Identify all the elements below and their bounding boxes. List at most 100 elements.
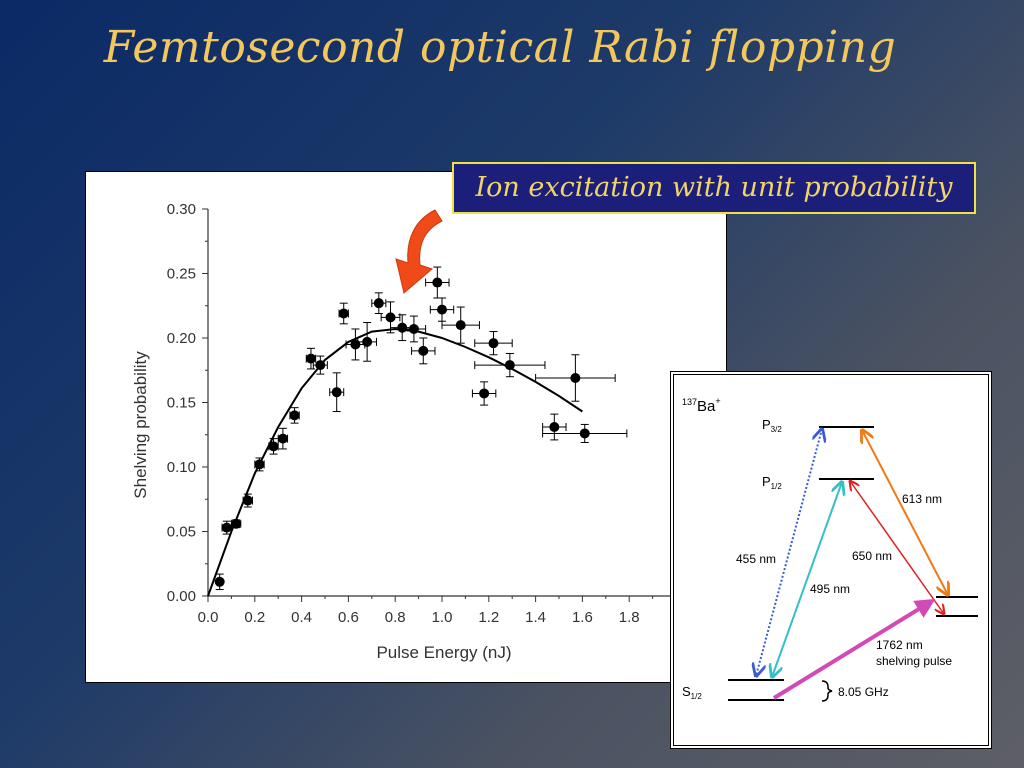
data-point — [429, 297, 455, 322]
data-marker — [488, 338, 499, 349]
data-marker — [362, 336, 373, 347]
callout-box: Ion excitation with unit probability — [452, 162, 976, 214]
shelving-probability-chart: 0.00.20.40.60.81.01.21.41.61.820.000.050… — [131, 201, 726, 662]
label-s12: S1/2 — [682, 684, 702, 701]
data-marker — [254, 459, 265, 470]
transition-1762nm — [772, 598, 936, 700]
data-point — [474, 331, 513, 356]
data-points — [214, 266, 628, 591]
data-point — [268, 438, 279, 455]
data-point — [305, 347, 317, 370]
label-p12: P1/2 — [762, 474, 782, 491]
chart-ticks: 0.00.20.40.60.81.01.21.41.61.820.000.050… — [167, 201, 680, 626]
data-point — [535, 354, 616, 402]
data-point — [221, 520, 232, 535]
data-point — [474, 352, 546, 378]
y-tick-label: 0.15 — [167, 395, 196, 412]
y-tick-label: 0.05 — [167, 524, 196, 541]
chart-axes — [207, 209, 726, 597]
data-marker — [305, 353, 316, 364]
data-point — [380, 301, 401, 334]
energy-level-diagram: 137Ba+ P3/2 P1/2 S1/2 455 nm 495 nm 650 … — [670, 371, 992, 749]
data-marker — [315, 360, 326, 371]
label-shelving-pulse: shelving pulse — [876, 654, 952, 668]
x-axis-label: Pulse Energy (nJ) — [376, 643, 511, 662]
energy-level-svg: 137Ba+ P3/2 P1/2 S1/2 455 nm 495 nm 650 … — [682, 396, 978, 702]
data-marker — [331, 387, 342, 398]
chart-panel: 0.00.20.40.60.81.01.21.41.61.820.000.050… — [85, 171, 727, 683]
y-axis-label: Shelving probability — [131, 351, 150, 499]
data-marker — [268, 441, 279, 452]
x-tick-label: 0.2 — [244, 609, 265, 626]
data-marker — [437, 304, 447, 315]
data-point — [289, 407, 300, 424]
data-point — [312, 355, 328, 375]
data-marker — [338, 308, 349, 319]
data-point — [338, 302, 349, 325]
data-marker — [289, 410, 300, 421]
x-tick-label: 0.6 — [338, 609, 359, 626]
y-tick-label: 0.00 — [167, 588, 196, 605]
data-marker — [549, 422, 560, 433]
data-marker — [242, 495, 253, 506]
data-point — [329, 372, 345, 413]
data-marker — [418, 345, 429, 356]
data-point — [542, 423, 628, 443]
data-marker — [432, 277, 443, 288]
splitting-brace — [821, 680, 833, 702]
data-marker — [455, 320, 466, 331]
label-613nm: 613 nm — [902, 492, 942, 506]
transition-495nm — [772, 482, 842, 677]
x-tick-label: 0.8 — [385, 609, 406, 626]
data-point — [242, 493, 253, 508]
data-marker — [277, 433, 288, 444]
y-tick-label: 0.25 — [167, 266, 196, 283]
transition-613nm — [862, 430, 948, 595]
data-point — [214, 573, 225, 591]
data-point — [411, 337, 436, 365]
data-point — [357, 322, 377, 362]
data-point — [230, 518, 242, 529]
data-marker — [221, 522, 232, 533]
data-point — [277, 427, 289, 450]
y-tick-label: 0.10 — [167, 459, 196, 476]
data-marker — [231, 518, 242, 529]
species-symbol: Ba — [697, 398, 716, 415]
y-tick-label: 0.30 — [167, 201, 196, 218]
data-point — [371, 292, 387, 314]
label-495nm: 495 nm — [810, 582, 850, 596]
data-marker — [373, 298, 384, 309]
data-point — [441, 306, 480, 344]
data-marker — [385, 312, 396, 323]
data-point — [542, 413, 567, 441]
transition-455nm — [756, 429, 822, 676]
x-tick-label: 1.4 — [525, 609, 546, 626]
y-tick-label: 0.20 — [167, 330, 196, 347]
data-marker — [214, 576, 225, 587]
data-marker — [504, 360, 515, 371]
data-marker — [479, 388, 490, 399]
label-1762nm: 1762 nm — [876, 638, 923, 652]
label-p32: P3/2 — [762, 417, 782, 434]
slide-title: Femtosecond optical Rabi flopping — [103, 22, 897, 73]
callout-arrow-icon — [395, 209, 443, 294]
data-marker — [570, 372, 581, 383]
data-point — [401, 315, 427, 343]
data-marker — [408, 323, 419, 334]
x-tick-label: 1.6 — [572, 609, 593, 626]
data-point — [345, 328, 366, 361]
x-tick-label: 1.0 — [432, 609, 453, 626]
data-point — [471, 381, 497, 406]
x-tick-label: 1.2 — [478, 609, 499, 626]
x-tick-label: 1.8 — [619, 609, 640, 626]
x-tick-label: 0.0 — [198, 609, 219, 626]
species-label: 137Ba+ — [682, 396, 721, 415]
species-charge: + — [715, 396, 720, 406]
label-8-05-ghz: 8.05 GHz — [838, 685, 889, 699]
x-tick-label: 0.4 — [291, 609, 312, 626]
label-455nm: 455 nm — [736, 552, 776, 566]
data-point — [254, 457, 265, 472]
species-mass: 137 — [682, 397, 697, 407]
data-marker — [350, 339, 361, 350]
label-650nm: 650 nm — [852, 549, 892, 563]
